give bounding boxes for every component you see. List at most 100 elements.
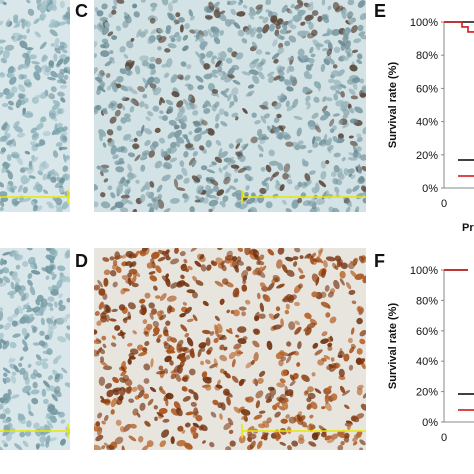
- cell-nucleus: [137, 390, 145, 398]
- cell-nucleus: [164, 48, 171, 53]
- cell-nucleus: [34, 142, 45, 147]
- cell-nucleus: [153, 285, 158, 291]
- cell-nucleus: [39, 437, 45, 444]
- cell-nucleus: [356, 133, 362, 138]
- cell-nucleus: [38, 340, 46, 347]
- cell-nucleus: [144, 83, 148, 89]
- cell-nucleus: [291, 199, 299, 209]
- cell-nucleus: [180, 324, 188, 332]
- cell-nucleus: [1, 440, 8, 445]
- cell-nucleus: [287, 56, 295, 61]
- cell-nucleus: [158, 35, 167, 44]
- cell-nucleus: [350, 95, 359, 100]
- cell-nucleus: [0, 191, 8, 198]
- cell-nucleus: [321, 14, 330, 24]
- cell-nucleus: [127, 152, 136, 158]
- cell-nucleus: [156, 310, 162, 317]
- cell-nucleus: [250, 359, 255, 365]
- cell-nucleus: [129, 99, 137, 105]
- cell-nucleus: [182, 281, 190, 287]
- cell-nucleus: [7, 100, 15, 106]
- cell-nucleus: [103, 304, 112, 314]
- cell-nucleus: [19, 431, 26, 438]
- cell-nucleus: [0, 282, 7, 287]
- cell-nucleus: [4, 44, 15, 51]
- cell-nucleus: [5, 432, 13, 442]
- cell-nucleus: [148, 271, 156, 275]
- cell-nucleus: [29, 54, 37, 60]
- cell-nucleus: [43, 398, 49, 405]
- cell-nucleus: [57, 336, 67, 343]
- cell-nucleus: [184, 195, 190, 203]
- cell-nucleus: [312, 342, 319, 349]
- cell-nucleus: [356, 136, 363, 143]
- cell-nucleus: [0, 206, 4, 211]
- cell-nucleus: [220, 121, 228, 127]
- cell-nucleus: [349, 118, 358, 124]
- cell-nucleus: [241, 71, 251, 76]
- cell-nucleus: [273, 313, 280, 319]
- cell-nucleus: [170, 37, 176, 43]
- cell-nucleus: [186, 318, 194, 323]
- cell-nucleus: [51, 411, 61, 415]
- cell-nucleus: [197, 84, 204, 90]
- y-tick-label: 40%: [416, 117, 438, 129]
- cell-nucleus: [280, 418, 288, 424]
- cell-nucleus: [317, 15, 323, 22]
- cell-nucleus: [100, 171, 104, 177]
- cell-nucleus: [127, 358, 132, 365]
- cell-nucleus: [22, 186, 28, 194]
- cell-nucleus: [215, 196, 220, 201]
- cell-nucleus: [12, 333, 21, 338]
- cell-nucleus: [328, 363, 335, 369]
- cell-nucleus: [183, 98, 189, 106]
- cell-nucleus: [223, 346, 228, 351]
- cell-nucleus: [285, 100, 290, 108]
- cell-nucleus: [297, 341, 302, 350]
- cell-nucleus: [360, 256, 366, 264]
- cell-nucleus: [321, 406, 326, 410]
- cell-nucleus: [327, 5, 332, 11]
- cell-nucleus: [19, 356, 24, 361]
- cell-nucleus: [58, 293, 63, 299]
- cell-nucleus: [259, 302, 265, 313]
- cell-nucleus: [183, 258, 188, 264]
- cell-nucleus: [22, 339, 28, 348]
- cell-nucleus: [279, 184, 285, 192]
- cell-nucleus: [278, 359, 284, 367]
- cell-nucleus: [101, 3, 108, 10]
- cell-nucleus: [311, 187, 319, 194]
- cell-nucleus: [306, 3, 314, 11]
- cell-nucleus: [314, 125, 321, 133]
- cell-nucleus: [311, 29, 318, 37]
- cell-nucleus: [179, 251, 186, 257]
- cell-nucleus: [60, 419, 66, 424]
- cell-nucleus: [157, 334, 163, 339]
- cell-nucleus: [144, 292, 151, 299]
- cell-nucleus: [162, 208, 171, 212]
- cell-nucleus: [11, 371, 17, 376]
- cell-nucleus: [49, 29, 58, 37]
- cell-nucleus: [328, 78, 335, 84]
- cell-nucleus: [219, 344, 225, 351]
- cell-nucleus: [192, 151, 198, 157]
- cell-nucleus: [175, 12, 181, 18]
- cell-nucleus: [94, 67, 99, 76]
- panel-d-micrograph: [94, 248, 366, 450]
- y-tick-label: 100%: [410, 265, 438, 277]
- cell-nucleus: [167, 131, 175, 139]
- cell-nucleus: [158, 407, 168, 415]
- cell-nucleus: [275, 432, 281, 442]
- cell-nucleus: [141, 60, 149, 67]
- cell-nucleus: [294, 248, 301, 253]
- cell-nucleus: [273, 102, 282, 110]
- cell-nucleus: [191, 159, 197, 168]
- cell-nucleus: [311, 252, 317, 258]
- cell-nucleus: [308, 170, 316, 175]
- cell-nucleus: [51, 274, 57, 280]
- cell-nucleus: [50, 176, 57, 183]
- cell-nucleus: [115, 166, 125, 173]
- cell-nucleus: [157, 46, 162, 51]
- cell-nucleus: [307, 423, 315, 431]
- cell-nucleus: [229, 260, 238, 268]
